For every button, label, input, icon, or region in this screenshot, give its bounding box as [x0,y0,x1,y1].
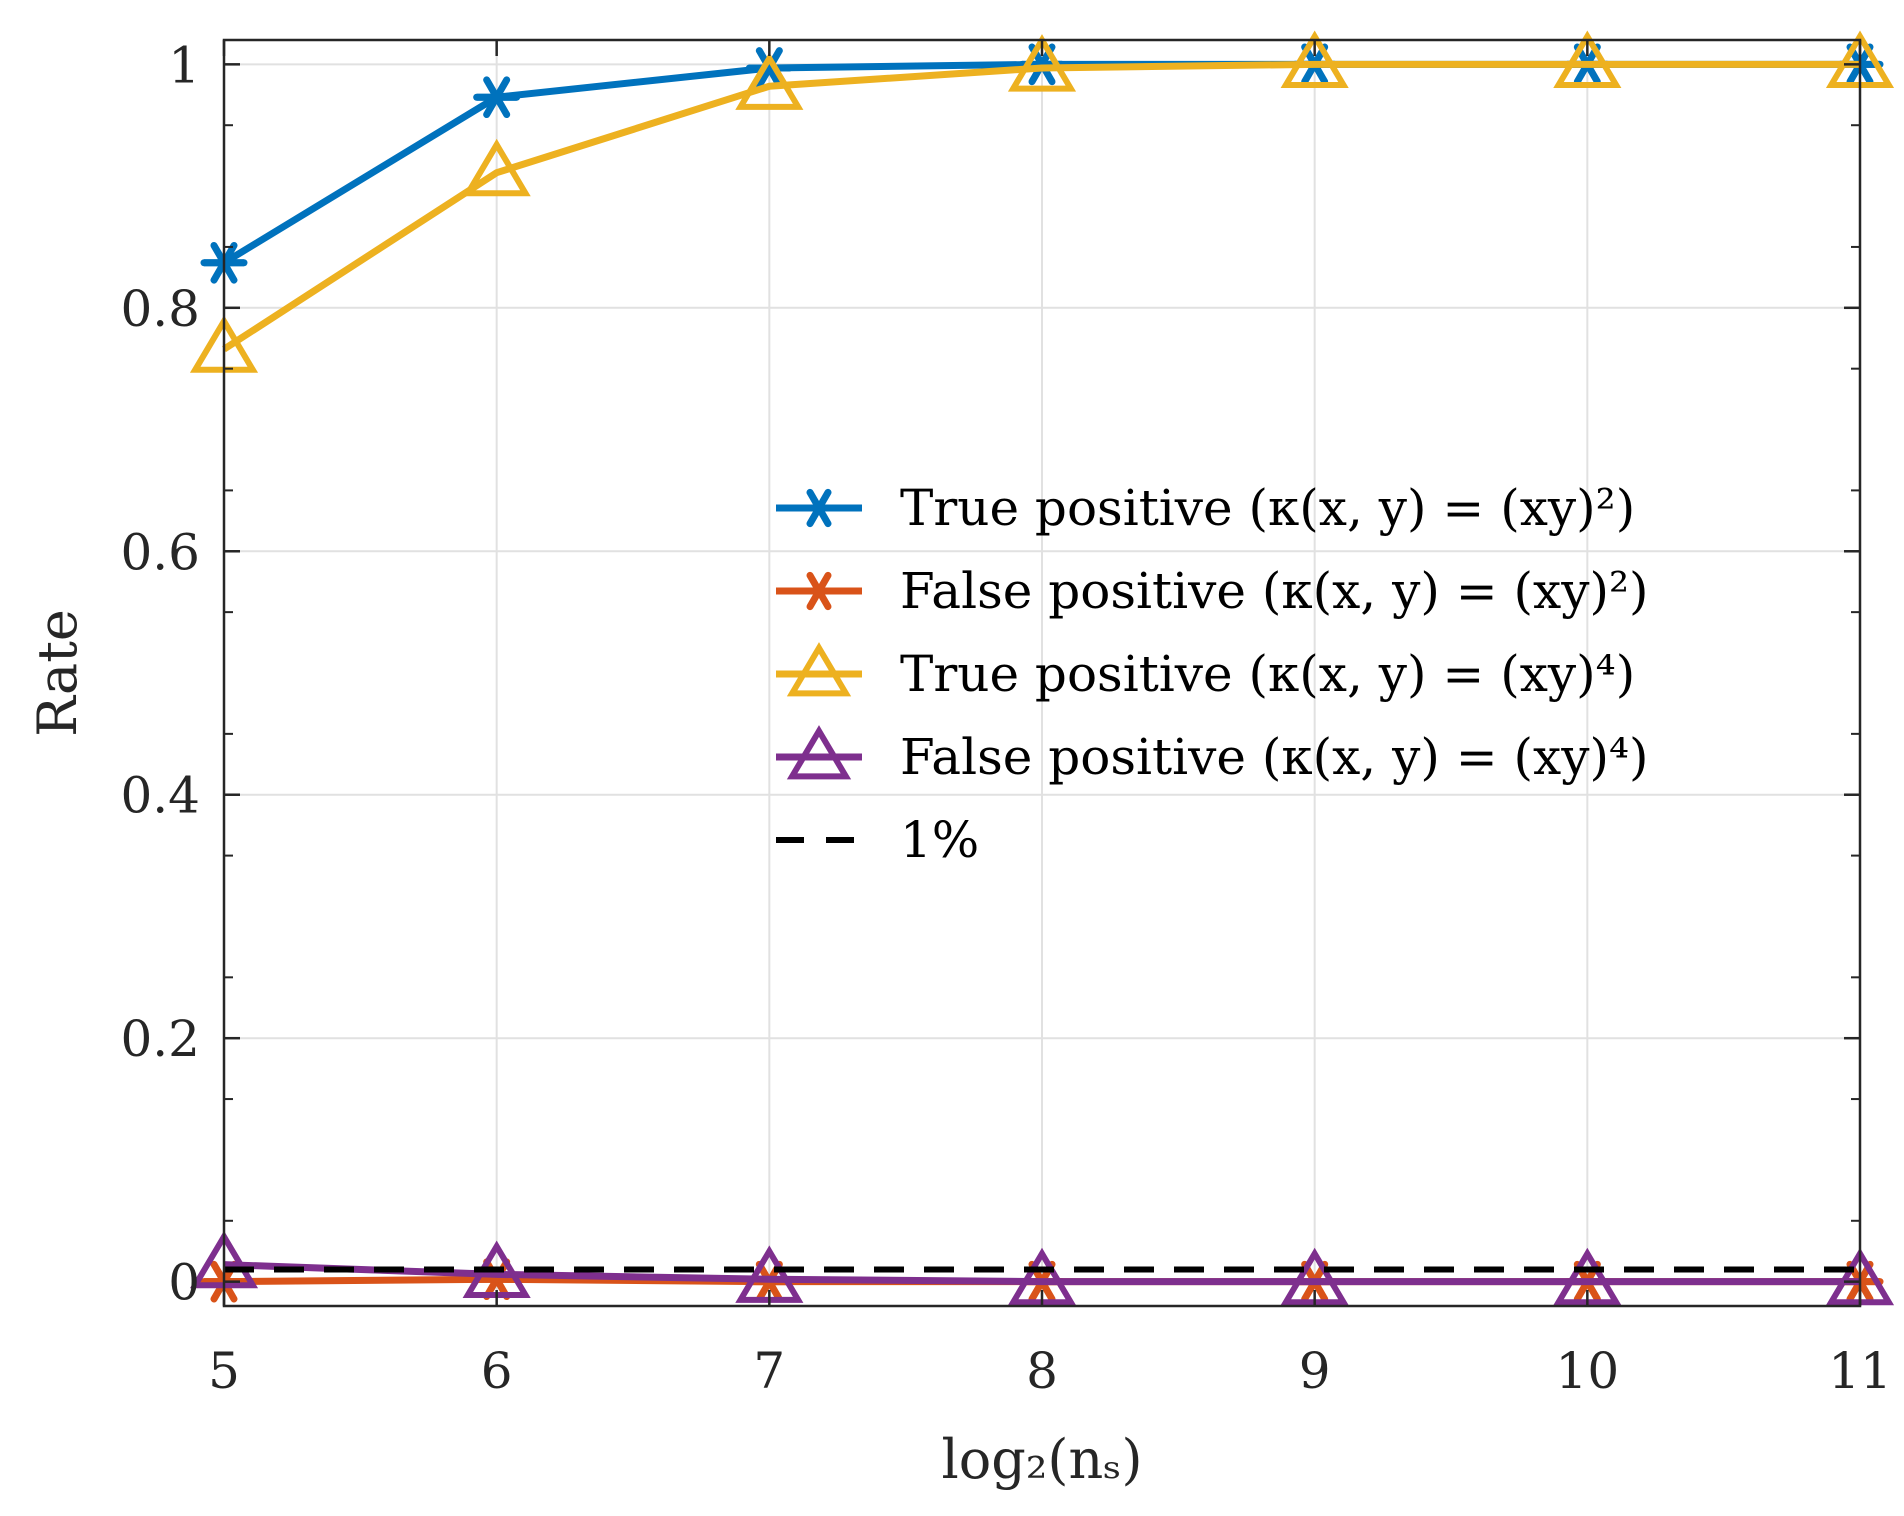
legend-label: False positive (κ(x, y) = (xy)⁴) [900,728,1649,786]
legend-entry: False positive (κ(x, y) = (xy)⁴) [776,725,1649,786]
triangle-marker [786,725,852,780]
triangle-marker [1553,30,1622,88]
triangle-marker [735,52,804,110]
asterisk-marker [745,47,793,89]
legend-entry: False positive (κ(x, y) = (xy)²) [776,562,1649,620]
x-tick-label: 11 [1828,1342,1892,1400]
tick-marks [222,40,1862,1306]
y-tick-label: 0 [168,1254,200,1312]
triangle-marker [1007,34,1077,92]
series-line [223,1261,1860,1286]
x-tick-label: 5 [208,1342,240,1400]
legend-label: False positive (κ(x, y) = (xy)²) [900,562,1649,620]
x-tick-label: 8 [1026,1342,1058,1400]
triangle-marker [462,138,531,197]
triangle-marker [1280,30,1349,88]
asterisk-marker [473,76,521,119]
y-tick-labels: 0 0.2 0.4 0.6 0.8 1 [120,36,200,1311]
y-tick-label: 0.4 [120,767,200,825]
legend-entry: True positive (κ(x, y) = (xy)⁴) [776,642,1635,703]
legend-entry: True positive (κ(x, y) = (xy)²) [776,479,1635,537]
legend: True positive (κ(x, y) = (xy)²) False pos… [776,479,1649,869]
y-tick-label: 0.8 [120,280,200,338]
asterisk-marker [797,571,841,611]
x-tick-label: 6 [481,1342,513,1400]
y-tick-label: 0.6 [120,523,200,581]
legend-entry: 1% [776,811,979,869]
legend-label: True positive (κ(x, y) = (xy)⁴) [900,645,1635,703]
asterisk-marker [797,488,841,528]
y-tick-label: 0.2 [120,1010,200,1068]
y-tick-label: 1 [168,36,200,94]
x-tick-label: 9 [1299,1342,1331,1400]
legend-label: 1% [900,811,979,869]
triangle-marker [786,642,852,697]
x-tick-labels: 5 6 7 8 9 10 11 [208,1342,1892,1400]
y-axis-label: Rate [26,609,89,737]
series-line [222,60,1860,353]
x-tick-label: 7 [753,1342,785,1400]
x-axis-label: log₂(nₛ) [941,1428,1142,1491]
legend-label: True positive (κ(x, y) = (xy)²) [900,479,1635,537]
x-tick-label: 10 [1556,1342,1620,1400]
